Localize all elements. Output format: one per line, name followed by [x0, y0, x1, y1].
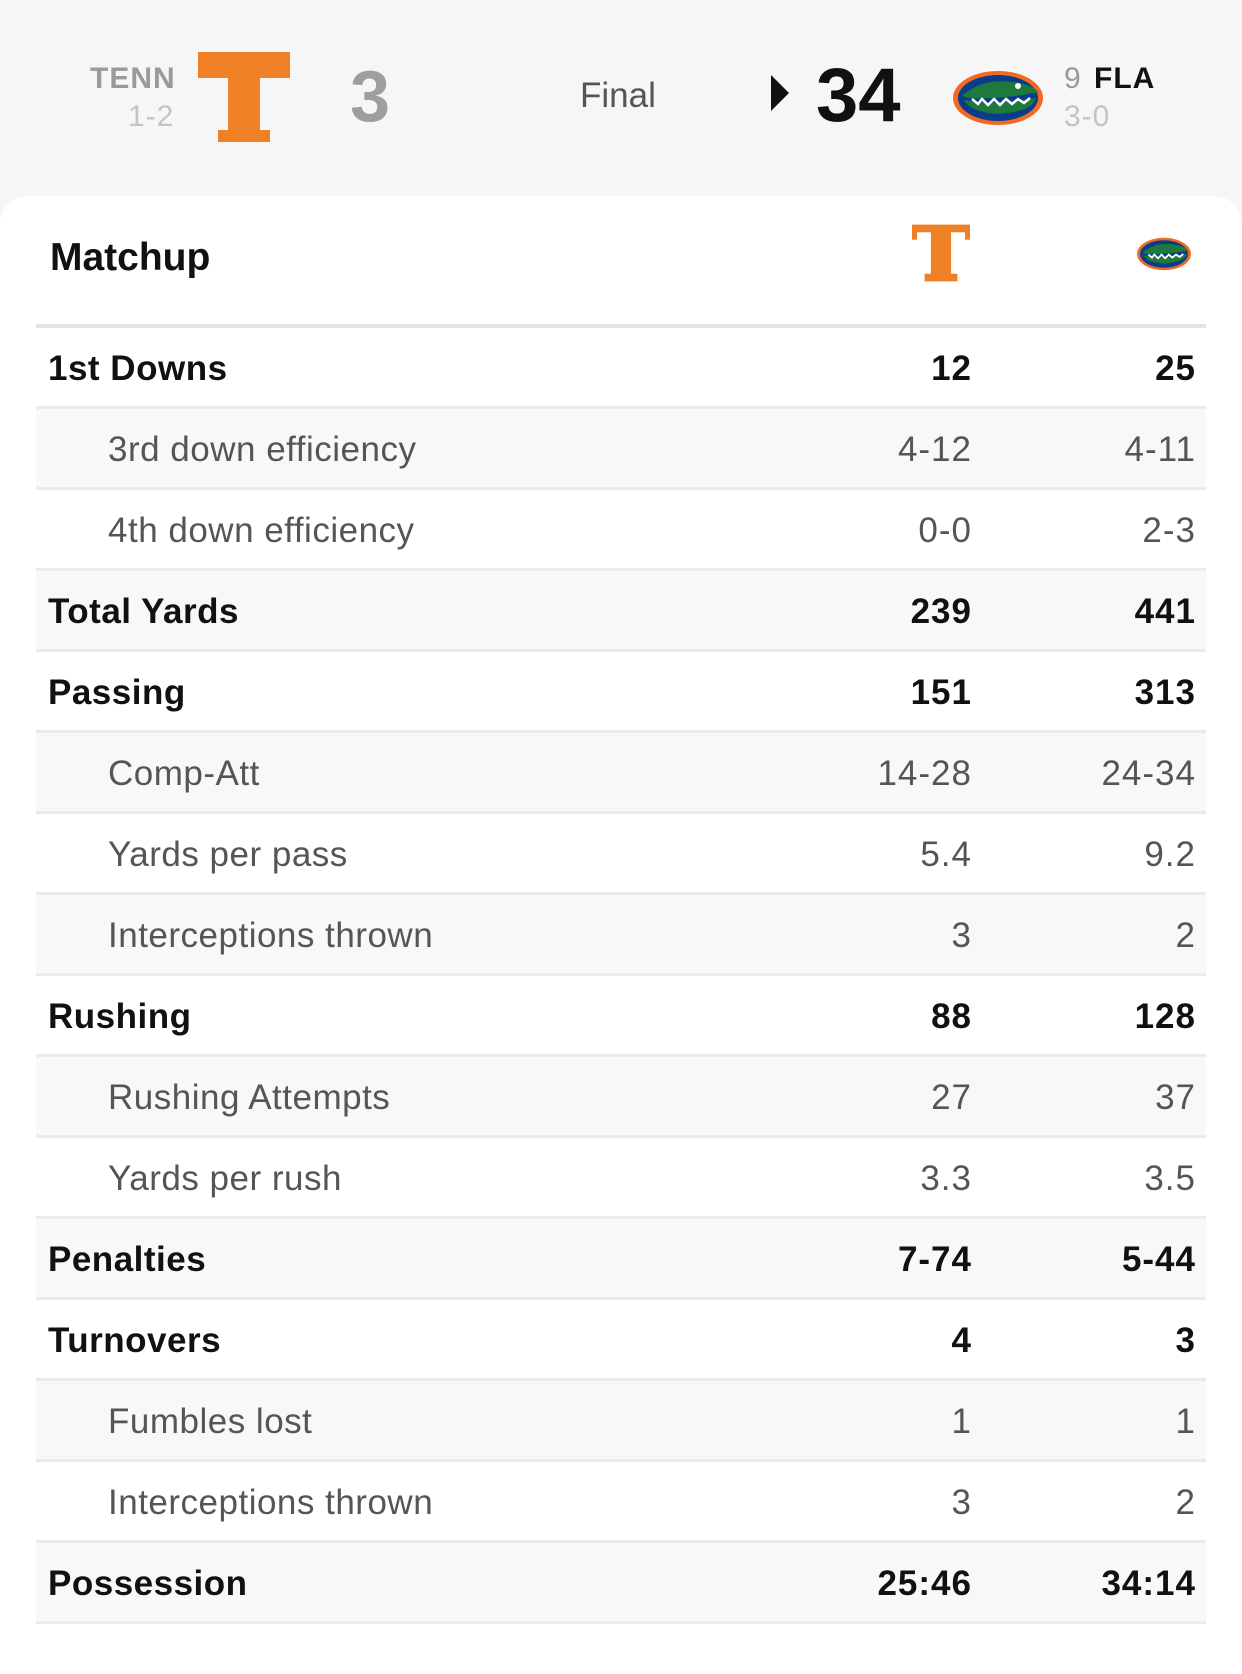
stat-home-value: 313 — [1134, 673, 1196, 712]
stat-row-total-yards: Total Yards 239 441 — [36, 571, 1206, 652]
stat-label: Possession — [48, 1564, 248, 1603]
matchup-stats-table: 1st Downs 12 25 3rd down efficiency 4-12… — [36, 328, 1206, 1624]
stat-label: Fumbles lost — [108, 1402, 313, 1441]
stat-row-4th-down-efficiency: 4th down efficiency 0-0 2-3 — [36, 490, 1206, 571]
stat-home-value: 4-11 — [1124, 430, 1196, 469]
stat-home-value: 34:14 — [1101, 1564, 1196, 1603]
matchup-title: Matchup — [50, 236, 211, 279]
home-team-record: 3-0 — [1064, 100, 1111, 133]
florida-gator-logo[interactable] — [952, 68, 1044, 128]
stat-home-value: 128 — [1134, 997, 1196, 1036]
stat-label: 1st Downs — [48, 349, 228, 388]
stat-home-value: 2-3 — [1142, 511, 1196, 550]
stat-home-value: 3.5 — [1144, 1159, 1196, 1198]
stat-away-value: 3 — [951, 1483, 972, 1522]
stat-home-value: 9.2 — [1144, 835, 1196, 874]
stat-home-value: 3 — [1175, 1321, 1196, 1360]
stat-home-value: 5-44 — [1121, 1240, 1196, 1279]
stat-away-value: 5.4 — [920, 835, 972, 874]
stat-label: 4th down efficiency — [108, 511, 415, 550]
stat-row-comp-att: Comp-Att 14-28 24-34 — [36, 733, 1206, 814]
stat-row-1st-downs: 1st Downs 12 25 — [36, 328, 1206, 409]
stat-label: Rushing Attempts — [108, 1078, 391, 1117]
matchup-card: Matchup 1st Downs 12 25 3rd down efficie… — [0, 196, 1242, 1674]
stat-row-turnovers: Turnovers 4 3 — [36, 1300, 1206, 1381]
stat-label: Interceptions thrown — [108, 916, 434, 955]
stat-away-value: 25:46 — [877, 1564, 972, 1603]
stat-away-value: 0-0 — [918, 511, 972, 550]
stat-home-value: 24-34 — [1101, 754, 1196, 793]
matchup-header: Matchup — [36, 196, 1206, 328]
home-team-abbr[interactable]: FLA — [1094, 62, 1156, 95]
stat-label: Penalties — [48, 1240, 207, 1279]
home-team-score: 34 — [816, 53, 901, 138]
stat-away-value: 151 — [910, 673, 972, 712]
stat-label: Comp-Att — [108, 754, 260, 793]
stat-away-value: 4 — [951, 1321, 972, 1360]
stat-label: Interceptions thrown — [108, 1483, 434, 1522]
stat-row-interceptions-thrown: Interceptions thrown 3 2 — [36, 895, 1206, 976]
stat-label: Rushing — [48, 997, 192, 1036]
stat-label: Yards per rush — [108, 1159, 342, 1198]
away-team-record: 1-2 — [128, 100, 175, 133]
stat-row-fumbles-lost: Fumbles lost 1 1 — [36, 1381, 1206, 1462]
stat-label: 3rd down efficiency — [108, 430, 417, 469]
stat-away-value: 3 — [951, 916, 972, 955]
stat-away-value: 14-28 — [877, 754, 972, 793]
stat-row-rushing: Rushing 88 128 — [36, 976, 1206, 1057]
stat-home-value: 25 — [1155, 349, 1196, 388]
stat-away-value: 7-74 — [897, 1240, 972, 1279]
stat-row-penalties: Penalties 7-74 5-44 — [36, 1219, 1206, 1300]
tennessee-t-logo — [912, 224, 970, 282]
stat-row-3rd-down-efficiency: 3rd down efficiency 4-12 4-11 — [36, 409, 1206, 490]
stat-label: Passing — [48, 673, 186, 712]
stat-row-yards-per-pass: Yards per pass 5.4 9.2 — [36, 814, 1206, 895]
stat-away-value: 239 — [910, 592, 972, 631]
stat-away-value: 12 — [931, 349, 972, 388]
stat-home-value: 441 — [1134, 592, 1196, 631]
stat-away-value: 27 — [931, 1078, 972, 1117]
stat-home-value: 1 — [1175, 1402, 1196, 1441]
stat-away-value: 4-12 — [897, 430, 972, 469]
tennessee-t-logo[interactable] — [198, 52, 290, 142]
stat-home-value: 2 — [1175, 1483, 1196, 1522]
game-status: Final — [580, 76, 656, 115]
stat-row-rushing-attempts: Rushing Attempts 27 37 — [36, 1057, 1206, 1138]
stat-row-passing: Passing 151 313 — [36, 652, 1206, 733]
away-team-abbr[interactable]: TENN — [90, 62, 176, 95]
stat-label: Turnovers — [48, 1321, 222, 1360]
stat-away-value: 1 — [951, 1402, 972, 1441]
stat-label: Total Yards — [48, 592, 239, 631]
winner-arrow-icon — [771, 75, 789, 111]
stat-row-possession: Possession 25:46 34:14 — [36, 1543, 1206, 1624]
away-team-score: 3 — [350, 57, 391, 137]
stat-row-interceptions-thrown-turnovers: Interceptions thrown 3 2 — [36, 1462, 1206, 1543]
stat-label: Yards per pass — [108, 835, 348, 874]
stat-away-value: 88 — [931, 997, 972, 1036]
home-team-rank: 9 — [1064, 62, 1081, 95]
stat-home-value: 37 — [1155, 1078, 1196, 1117]
stat-home-value: 2 — [1175, 916, 1196, 955]
scoreboard-header: TENN 1-2 3 Final 34 9 FLA 3-0 — [0, 0, 1242, 196]
stat-away-value: 3.3 — [920, 1159, 972, 1198]
stat-row-yards-per-rush: Yards per rush 3.3 3.5 — [36, 1138, 1206, 1219]
florida-gator-logo — [1137, 237, 1191, 271]
